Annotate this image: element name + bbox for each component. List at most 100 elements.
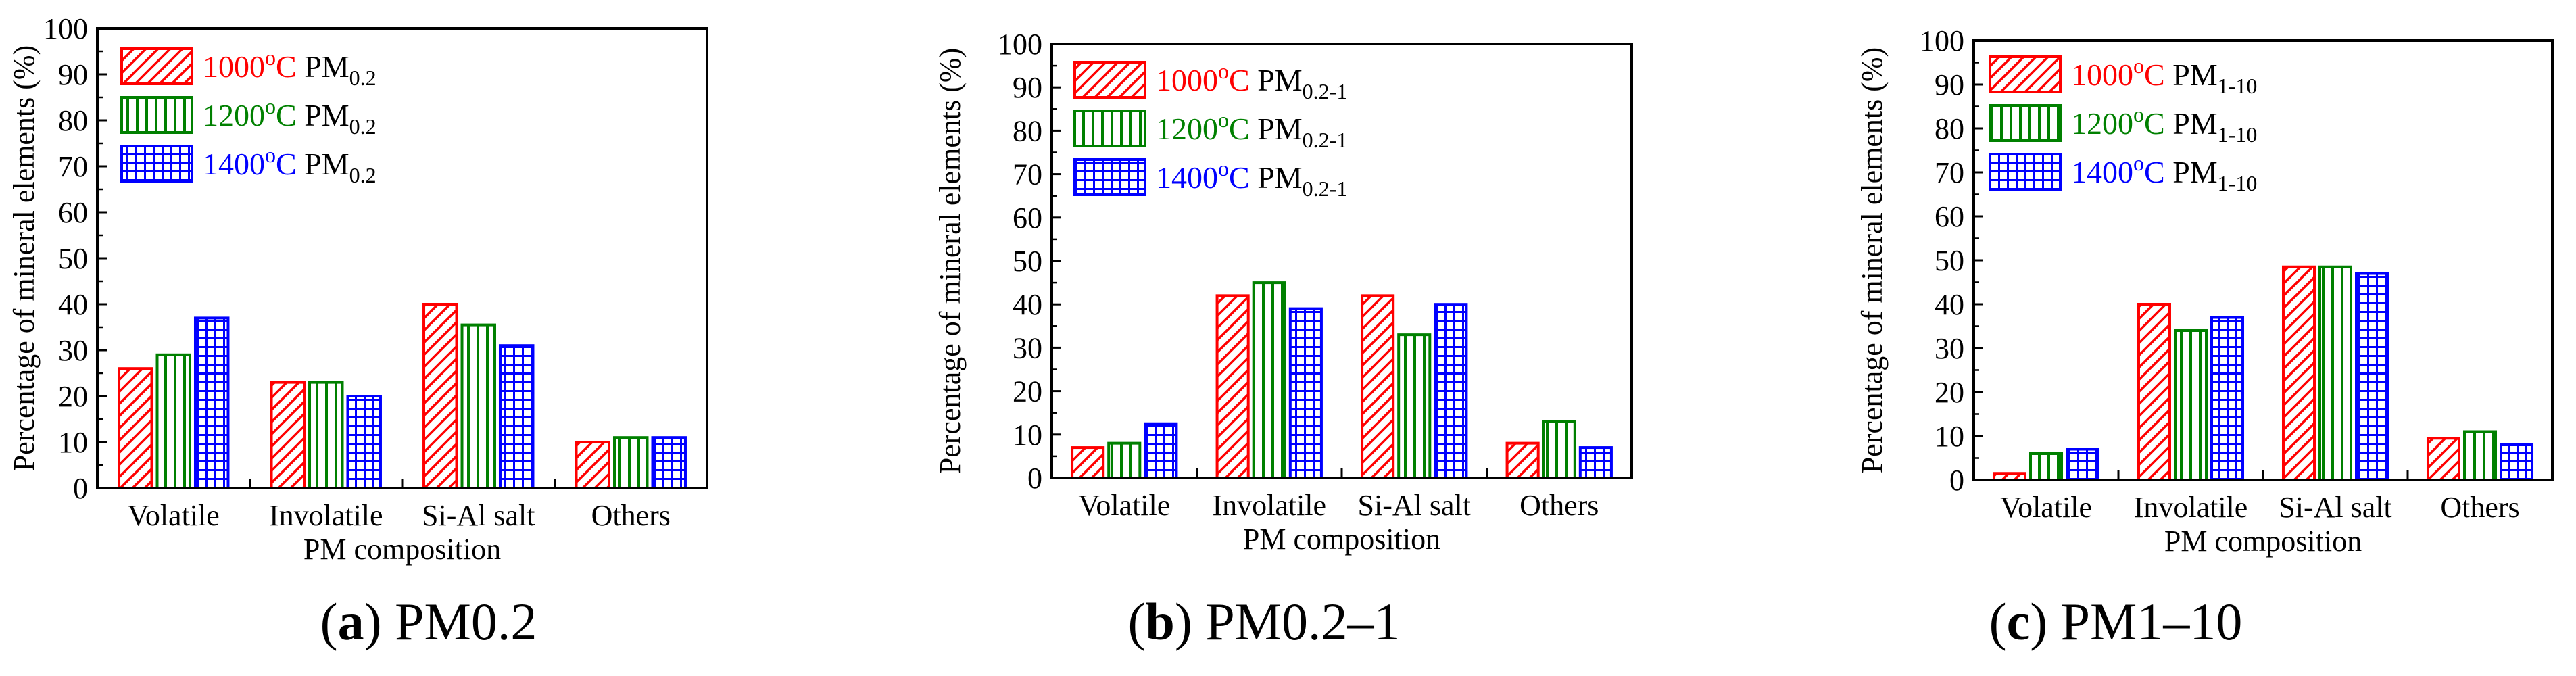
caption-text: PM1–10 <box>2047 592 2243 651</box>
y-tick-label: 30 <box>58 334 88 367</box>
bar <box>1252 281 1286 479</box>
legend-label: 1200oC PM1-10 <box>2071 102 2257 147</box>
bar <box>460 323 496 489</box>
legend-label: 1200oC PM0.2-1 <box>1156 107 1347 152</box>
legend-swatch <box>1073 110 1146 147</box>
y-tick-label: 40 <box>58 288 88 321</box>
y-tick-label: 90 <box>1013 71 1042 104</box>
y-tick-label: 0 <box>1027 462 1042 495</box>
y-tick-label: 90 <box>58 58 88 91</box>
y-tick-label: 70 <box>58 150 88 183</box>
bar <box>422 303 458 489</box>
bar <box>2137 303 2171 481</box>
y-tick-label: 100 <box>43 12 88 45</box>
bar <box>118 367 153 490</box>
y-tick-label: 20 <box>58 380 88 413</box>
bar <box>308 381 344 489</box>
bar <box>2173 329 2208 481</box>
caption-text: PM0.2–1 <box>1192 592 1401 651</box>
legend-swatch <box>1989 153 2062 191</box>
legend-label: 1200oC PM0.2 <box>203 94 376 139</box>
y-tick-label: 20 <box>1013 375 1042 408</box>
bar <box>575 441 611 489</box>
y-tick-label: 80 <box>58 104 88 137</box>
chart-panel-c: 0 10 20 30 40 50 60 70 80 90 100 Volatile Involatile… <box>1855 24 2554 558</box>
legend-swatch <box>1073 158 1146 196</box>
bar <box>1397 333 1432 480</box>
bar <box>2281 265 2316 481</box>
x-axis-label: PM composition <box>1243 523 1440 556</box>
bar <box>2426 437 2460 481</box>
x-tick-label: Involatile <box>2134 491 2248 524</box>
bar <box>2210 316 2245 481</box>
bar <box>1107 441 1142 480</box>
x-tick-label: Others <box>1520 489 1599 522</box>
x-axis-label: PM composition <box>303 533 501 566</box>
y-tick-label: 10 <box>1935 420 1964 453</box>
bar <box>2318 265 2353 481</box>
bar <box>2028 452 2064 481</box>
caption-text: PM0.2 <box>381 592 537 651</box>
chart-panel-a: 0 10 20 30 40 50 60 70 80 90 100 Volatile Involatile… <box>7 12 708 566</box>
x-tick-label: Si-Al salt <box>1358 489 1471 522</box>
y-tick-label: 30 <box>1013 331 1042 364</box>
y-tick-label: 60 <box>1935 200 1964 233</box>
y-tick-label: 60 <box>58 196 88 229</box>
legend-swatch <box>120 145 193 183</box>
x-axis-label: PM composition <box>2164 525 2362 558</box>
y-tick-label: 90 <box>1935 68 1964 101</box>
x-tick-label: Others <box>2440 491 2519 524</box>
legend-label: 1000oC PM1-10 <box>2071 53 2257 98</box>
y-tick-label: 80 <box>1013 114 1042 147</box>
bar <box>2500 443 2534 481</box>
y-tick-label: 60 <box>1013 201 1042 235</box>
bar <box>1288 307 1323 479</box>
y-tick-label: 30 <box>1935 332 1964 365</box>
legend-swatch <box>120 96 193 134</box>
bar <box>1144 422 1178 479</box>
y-tick-label: 40 <box>1935 288 1964 321</box>
y-tick-label: 0 <box>73 472 88 505</box>
x-tick-label: Involatile <box>269 499 383 532</box>
legend-swatch <box>1073 61 1146 99</box>
y-tick-label: 40 <box>1013 288 1042 321</box>
y-axis-label: Percentage of mineral elements (%) <box>1855 47 1889 473</box>
bar <box>346 395 382 489</box>
caption-letter: b <box>1145 592 1175 651</box>
y-tick-label: 100 <box>998 28 1042 61</box>
caption-letter: c <box>2006 592 2031 651</box>
y-tick-label: 100 <box>1920 24 1964 57</box>
y-tick-label: 80 <box>1935 112 1964 145</box>
y-tick-label: 70 <box>1935 156 1964 189</box>
bar <box>2066 448 2100 481</box>
x-tick-label: Volatile <box>128 499 220 532</box>
x-tick-label: Si-Al salt <box>2279 491 2391 524</box>
legend-swatch <box>1989 55 2062 93</box>
bar <box>2355 272 2389 481</box>
caption-c: (c) PM1–10 <box>1989 592 2243 651</box>
y-tick-label: 50 <box>1013 245 1042 278</box>
bar <box>498 344 535 490</box>
bar <box>193 316 230 489</box>
legend-label: 1400oC PM0.2 <box>203 143 376 187</box>
y-tick-label: 10 <box>58 426 88 459</box>
bar <box>2462 430 2498 481</box>
bar <box>1505 441 1540 480</box>
bar <box>1361 294 1395 479</box>
y-axis-label: Percentage of mineral elements (%) <box>933 48 967 474</box>
legend-swatch <box>1989 104 2062 142</box>
y-tick-label: 50 <box>1935 244 1964 277</box>
bar <box>1542 420 1576 479</box>
bar <box>1578 446 1613 479</box>
caption-b: (b) PM0.2–1 <box>1127 592 1401 651</box>
y-tick-label: 50 <box>58 242 88 275</box>
legend-label: 1400oC PM1-10 <box>2071 151 2257 195</box>
y-tick-label: 0 <box>1949 464 1964 497</box>
x-tick-label: Others <box>591 499 671 532</box>
legend-swatch <box>120 47 193 85</box>
caption-letter: a <box>337 592 364 651</box>
legend-label: 1000oC PM0.2-1 <box>1156 59 1347 103</box>
legend-label: 1400oC PM0.2-1 <box>1156 156 1347 201</box>
